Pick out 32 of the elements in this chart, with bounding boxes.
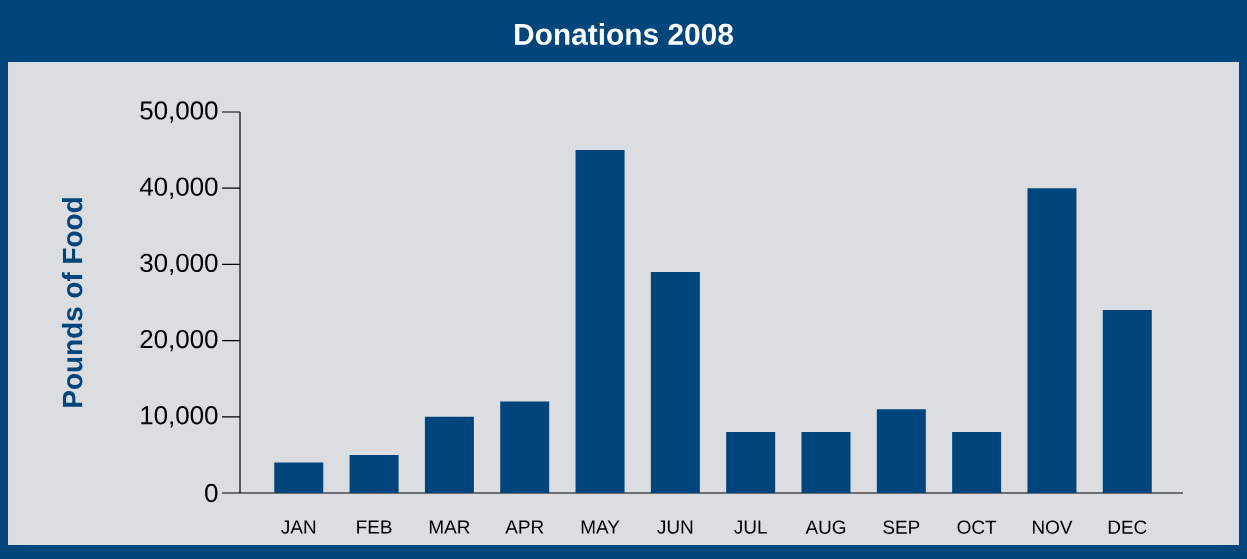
x-tick-label: OCT [957,520,997,534]
bar [349,454,399,493]
x-tick-label: DEC [1108,520,1147,534]
x-tick-label: MAY [581,520,620,534]
bar [952,432,1002,493]
bar [274,462,324,493]
bar [650,272,700,493]
x-tick-label: JUN [657,520,693,534]
y-tick-label: 20,000 [140,329,218,352]
bar [1102,310,1152,493]
x-tick-label: JUL [734,520,767,534]
x-tick-label: NOV [1032,520,1073,534]
x-tick-label: AUG [805,520,846,534]
y-tick-label: 40,000 [139,177,218,199]
x-tick-label: MAR [429,520,470,534]
bar [575,150,625,493]
x-tick-label: JAN [281,520,316,534]
x-tick-label: SEP [883,520,920,534]
bar [424,416,474,493]
y-tick-label: 30,000 [140,253,218,276]
y-tick-label: 50,000 [140,101,218,123]
bar [801,432,851,493]
x-tick-label: APR [505,520,544,534]
y-tick-label: 0 [205,483,218,503]
y-tick-label: 10,000 [141,406,218,428]
bar [500,401,550,493]
y-axis-title: Pounds of Food [61,198,83,407]
bar [726,432,776,493]
x-tick-label: FEB [357,520,392,534]
bar [1027,188,1077,493]
bar [876,409,926,493]
chart-title: Donations 2008 [515,23,734,45]
